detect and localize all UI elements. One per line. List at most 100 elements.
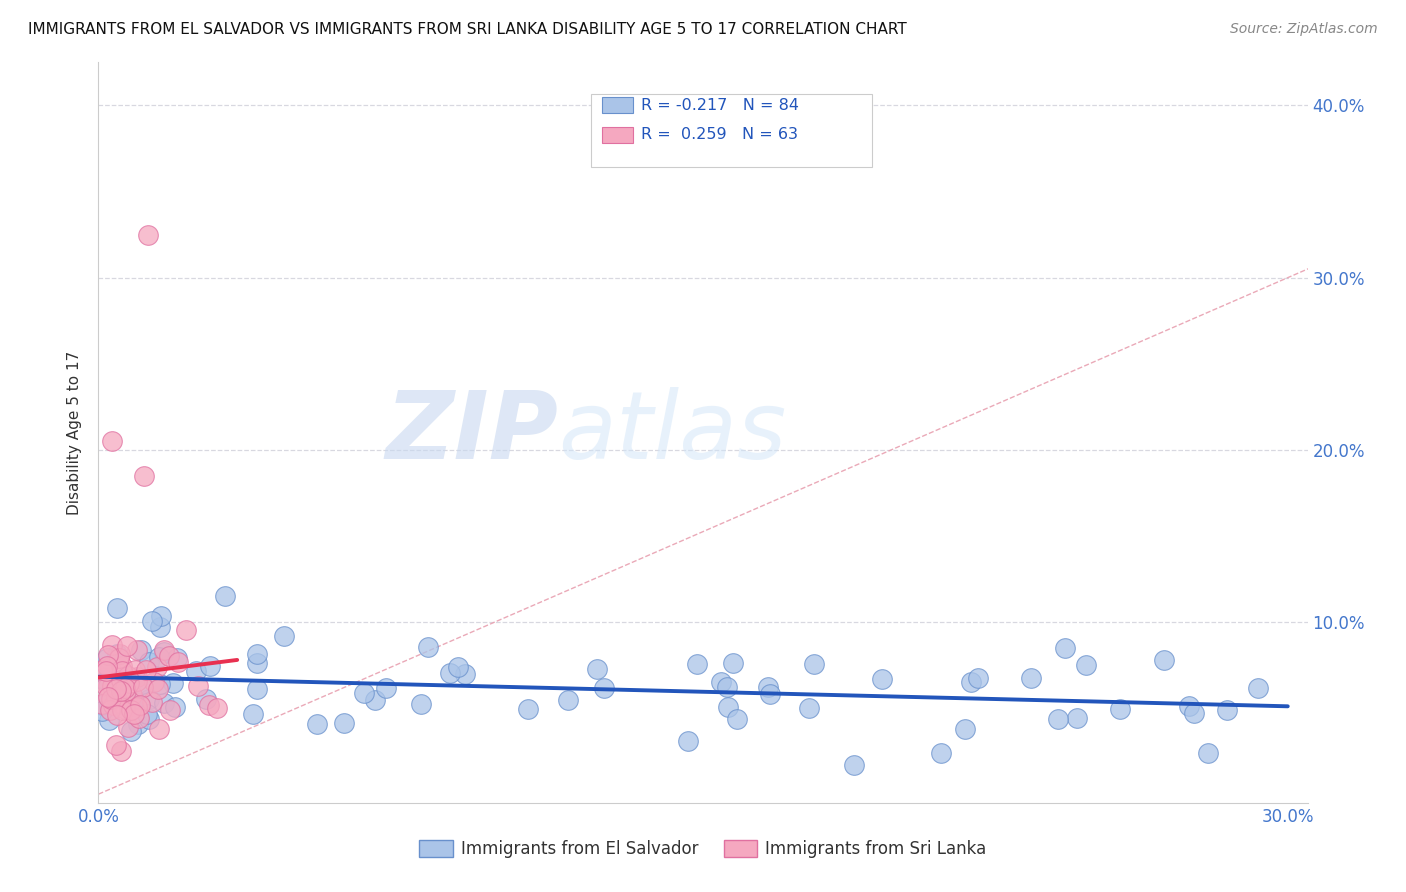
Point: [117, 640, 139, 654]
Point: [97, 696, 120, 710]
Point: [797, 700, 820, 714]
Point: [101, 638, 124, 652]
Point: [131, 642, 153, 657]
Point: [111, 659, 134, 673]
Point: [114, 702, 136, 716]
Point: [959, 675, 981, 690]
Point: [124, 663, 146, 677]
Point: [242, 706, 264, 721]
Point: [149, 609, 172, 624]
Point: [125, 670, 148, 684]
Point: [97, 679, 120, 693]
Point: [756, 680, 779, 694]
Point: [803, 657, 825, 671]
Point: [131, 677, 153, 691]
Text: IMMIGRANTS FROM EL SALVADOR VS IMMIGRANTS FROM SRI LANKA DISABILITY AGE 5 TO 17 : IMMIGRANTS FROM EL SALVADOR VS IMMIGRANT…: [28, 22, 907, 37]
Point: [418, 640, 440, 654]
Point: [98, 659, 121, 673]
Point: [91, 698, 114, 712]
Point: [105, 690, 128, 705]
Point: [115, 670, 138, 684]
Point: [125, 673, 148, 688]
Point: [333, 715, 356, 730]
Y-axis label: Disability Age 5 to 17: Disability Age 5 to 17: [67, 351, 83, 515]
Point: [93, 668, 115, 682]
Point: [136, 706, 159, 721]
Point: [110, 743, 132, 757]
Point: [1054, 641, 1077, 656]
Point: [104, 673, 127, 688]
Point: [1197, 746, 1219, 760]
Point: [122, 693, 145, 707]
Point: [117, 720, 139, 734]
Point: [138, 691, 160, 706]
Point: [115, 684, 138, 698]
Point: [153, 642, 176, 657]
Point: [132, 468, 155, 483]
Point: [307, 717, 329, 731]
Point: [149, 620, 172, 634]
Point: [146, 682, 169, 697]
Point: [138, 712, 160, 726]
Point: [1066, 710, 1088, 724]
Point: [128, 698, 150, 712]
Point: [117, 669, 139, 683]
Point: [114, 681, 136, 696]
Point: [246, 681, 269, 696]
Point: [207, 700, 229, 714]
Point: [1247, 681, 1270, 696]
Point: [118, 676, 141, 690]
Point: [162, 675, 184, 690]
Point: [120, 703, 142, 717]
Point: [1178, 698, 1201, 713]
Point: [721, 656, 744, 670]
Point: [585, 662, 607, 676]
Point: [91, 672, 114, 686]
Point: [686, 657, 709, 671]
Point: [100, 434, 122, 449]
Point: [96, 650, 118, 665]
Point: [157, 648, 180, 663]
Point: [100, 691, 122, 706]
Point: [153, 645, 176, 659]
Point: [96, 679, 118, 693]
Point: [91, 671, 114, 685]
Point: [127, 700, 149, 714]
Text: R = -0.217   N = 84: R = -0.217 N = 84: [641, 98, 799, 112]
Point: [198, 698, 221, 713]
Point: [101, 679, 124, 693]
Point: [1216, 703, 1239, 717]
Point: [110, 673, 132, 687]
Text: R =  0.259   N = 63: R = 0.259 N = 63: [641, 128, 799, 142]
Point: [676, 734, 699, 748]
Point: [110, 683, 132, 698]
Point: [186, 664, 208, 678]
Point: [592, 681, 614, 695]
Point: [439, 665, 461, 680]
Legend: Immigrants from El Salvador, Immigrants from Sri Lanka: Immigrants from El Salvador, Immigrants …: [413, 833, 993, 865]
Point: [111, 703, 134, 717]
Point: [105, 648, 128, 662]
Point: [105, 707, 128, 722]
Point: [929, 746, 952, 760]
Point: [725, 712, 748, 726]
Point: [96, 665, 118, 679]
Point: [143, 675, 166, 690]
Text: ZIP: ZIP: [385, 386, 558, 479]
Point: [148, 723, 170, 737]
Point: [103, 698, 125, 713]
Point: [153, 696, 176, 710]
Point: [166, 651, 188, 665]
Point: [1046, 712, 1069, 726]
Point: [273, 630, 295, 644]
Point: [955, 722, 977, 736]
Point: [710, 675, 733, 690]
Point: [1182, 706, 1205, 721]
Text: atlas: atlas: [558, 387, 786, 478]
Point: [717, 699, 740, 714]
Point: [1108, 701, 1130, 715]
Point: [122, 706, 145, 721]
Point: [166, 655, 188, 669]
Point: [1074, 658, 1097, 673]
Point: [870, 672, 893, 686]
